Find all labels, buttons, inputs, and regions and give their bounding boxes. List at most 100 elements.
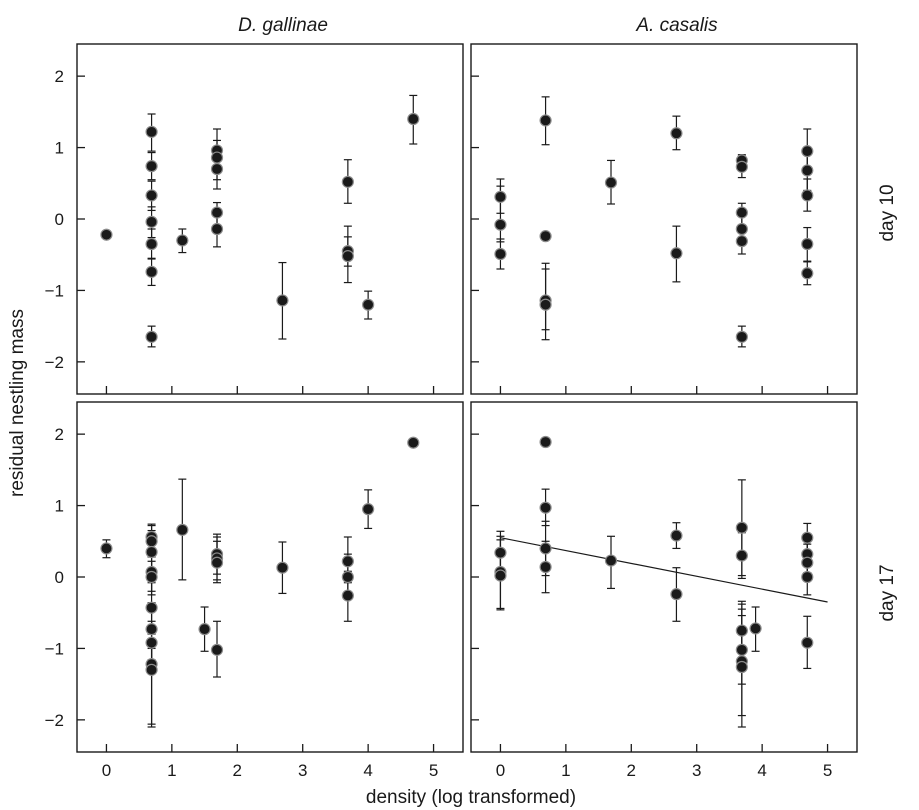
data-point	[735, 624, 748, 637]
data-point	[801, 145, 814, 158]
data-point	[670, 247, 683, 260]
data-point	[210, 643, 224, 656]
data-point	[749, 622, 762, 635]
data-point	[539, 542, 552, 555]
data-point	[145, 570, 158, 584]
y-tick-label: −1	[45, 281, 64, 300]
data-point	[735, 235, 748, 248]
panel-frame	[470, 43, 858, 395]
data-point	[145, 330, 158, 343]
data-point	[539, 114, 552, 127]
data-point	[494, 546, 507, 559]
x-tick-label: 3	[298, 761, 307, 780]
data-point	[210, 151, 224, 164]
panel-frame	[470, 401, 858, 753]
data-point	[670, 588, 683, 601]
x-tick-label: 1	[167, 761, 176, 780]
data-point	[494, 569, 507, 582]
y-axis-title: residual nestling mass	[7, 309, 28, 497]
data-point	[539, 230, 552, 243]
data-point	[801, 556, 814, 569]
data-point	[145, 663, 158, 676]
y-tick-label: 2	[55, 425, 64, 444]
column-title-a-casalis: A. casalis	[635, 15, 718, 36]
data-point	[735, 643, 748, 656]
data-point	[100, 542, 113, 555]
data-point	[801, 267, 814, 280]
y-tick-label: 1	[55, 497, 64, 516]
x-tick-label: 2	[233, 761, 242, 780]
data-point	[210, 222, 224, 236]
data-point	[145, 237, 158, 251]
panel-frame	[76, 43, 464, 395]
data-point	[735, 160, 748, 173]
data-point	[145, 601, 158, 614]
data-point	[145, 636, 158, 649]
data-point	[801, 237, 814, 251]
data-point	[735, 330, 748, 343]
data-point	[801, 636, 814, 649]
data-point	[341, 589, 354, 602]
data-point	[341, 570, 354, 584]
data-point	[735, 549, 748, 562]
data-point	[801, 531, 814, 544]
x-tick-label: 0	[496, 761, 505, 780]
data-point	[210, 556, 224, 569]
x-tick-label: 4	[363, 761, 372, 780]
data-point	[735, 206, 748, 219]
x-tick-label: 0	[102, 761, 111, 780]
data-point	[145, 623, 158, 636]
y-tick-label: −2	[45, 353, 64, 372]
y-tick-label: −2	[45, 711, 64, 730]
data-point	[494, 218, 507, 231]
y-tick-label: 0	[55, 568, 64, 587]
data-point	[494, 247, 507, 261]
x-tick-label: 1	[561, 761, 570, 780]
data-point	[276, 294, 289, 307]
x-axis-title: density (log transformed)	[366, 787, 576, 808]
data-point	[341, 250, 354, 263]
panel-2	[470, 43, 858, 395]
data-point	[801, 164, 814, 177]
data-point	[407, 436, 420, 449]
data-point	[145, 125, 158, 138]
row-title-day-17: day 17	[877, 564, 898, 621]
data-point	[539, 298, 552, 311]
data-point	[276, 561, 289, 574]
data-point	[145, 545, 158, 559]
data-point	[145, 189, 158, 202]
data-point	[176, 234, 189, 247]
panel-frame	[76, 401, 464, 753]
data-point	[341, 555, 354, 568]
data-point	[145, 265, 158, 278]
data-point	[539, 560, 552, 574]
column-title-d-gallinae: D. gallinae	[238, 15, 328, 36]
data-point	[362, 298, 375, 311]
data-point	[604, 554, 618, 567]
x-tick-label: 5	[823, 761, 832, 780]
data-point	[735, 222, 748, 236]
data-point	[735, 521, 748, 534]
panel-3: 0 1 2 3 4 5 −2 −1 0 1 2	[45, 401, 464, 780]
x-tick-label: 5	[429, 761, 438, 780]
data-point	[670, 529, 683, 542]
y-tick-label: 2	[55, 67, 64, 86]
y-tick-label: −1	[45, 639, 64, 658]
data-point	[341, 175, 354, 188]
y-tick-label: 1	[55, 139, 64, 158]
data-point	[176, 523, 189, 536]
data-point	[100, 228, 113, 241]
data-point	[801, 570, 814, 584]
data-point	[539, 435, 552, 449]
y-tick-label: 0	[55, 210, 64, 229]
regression-line	[500, 537, 828, 603]
data-point	[145, 160, 158, 173]
data-point	[198, 623, 211, 636]
data-point	[210, 162, 224, 176]
data-point	[494, 190, 507, 203]
panel-4: 0 1 2 3 4 5	[470, 401, 858, 780]
data-point	[362, 503, 375, 516]
x-tick-label: 2	[627, 761, 636, 780]
row-title-day-10: day 10	[877, 184, 898, 241]
